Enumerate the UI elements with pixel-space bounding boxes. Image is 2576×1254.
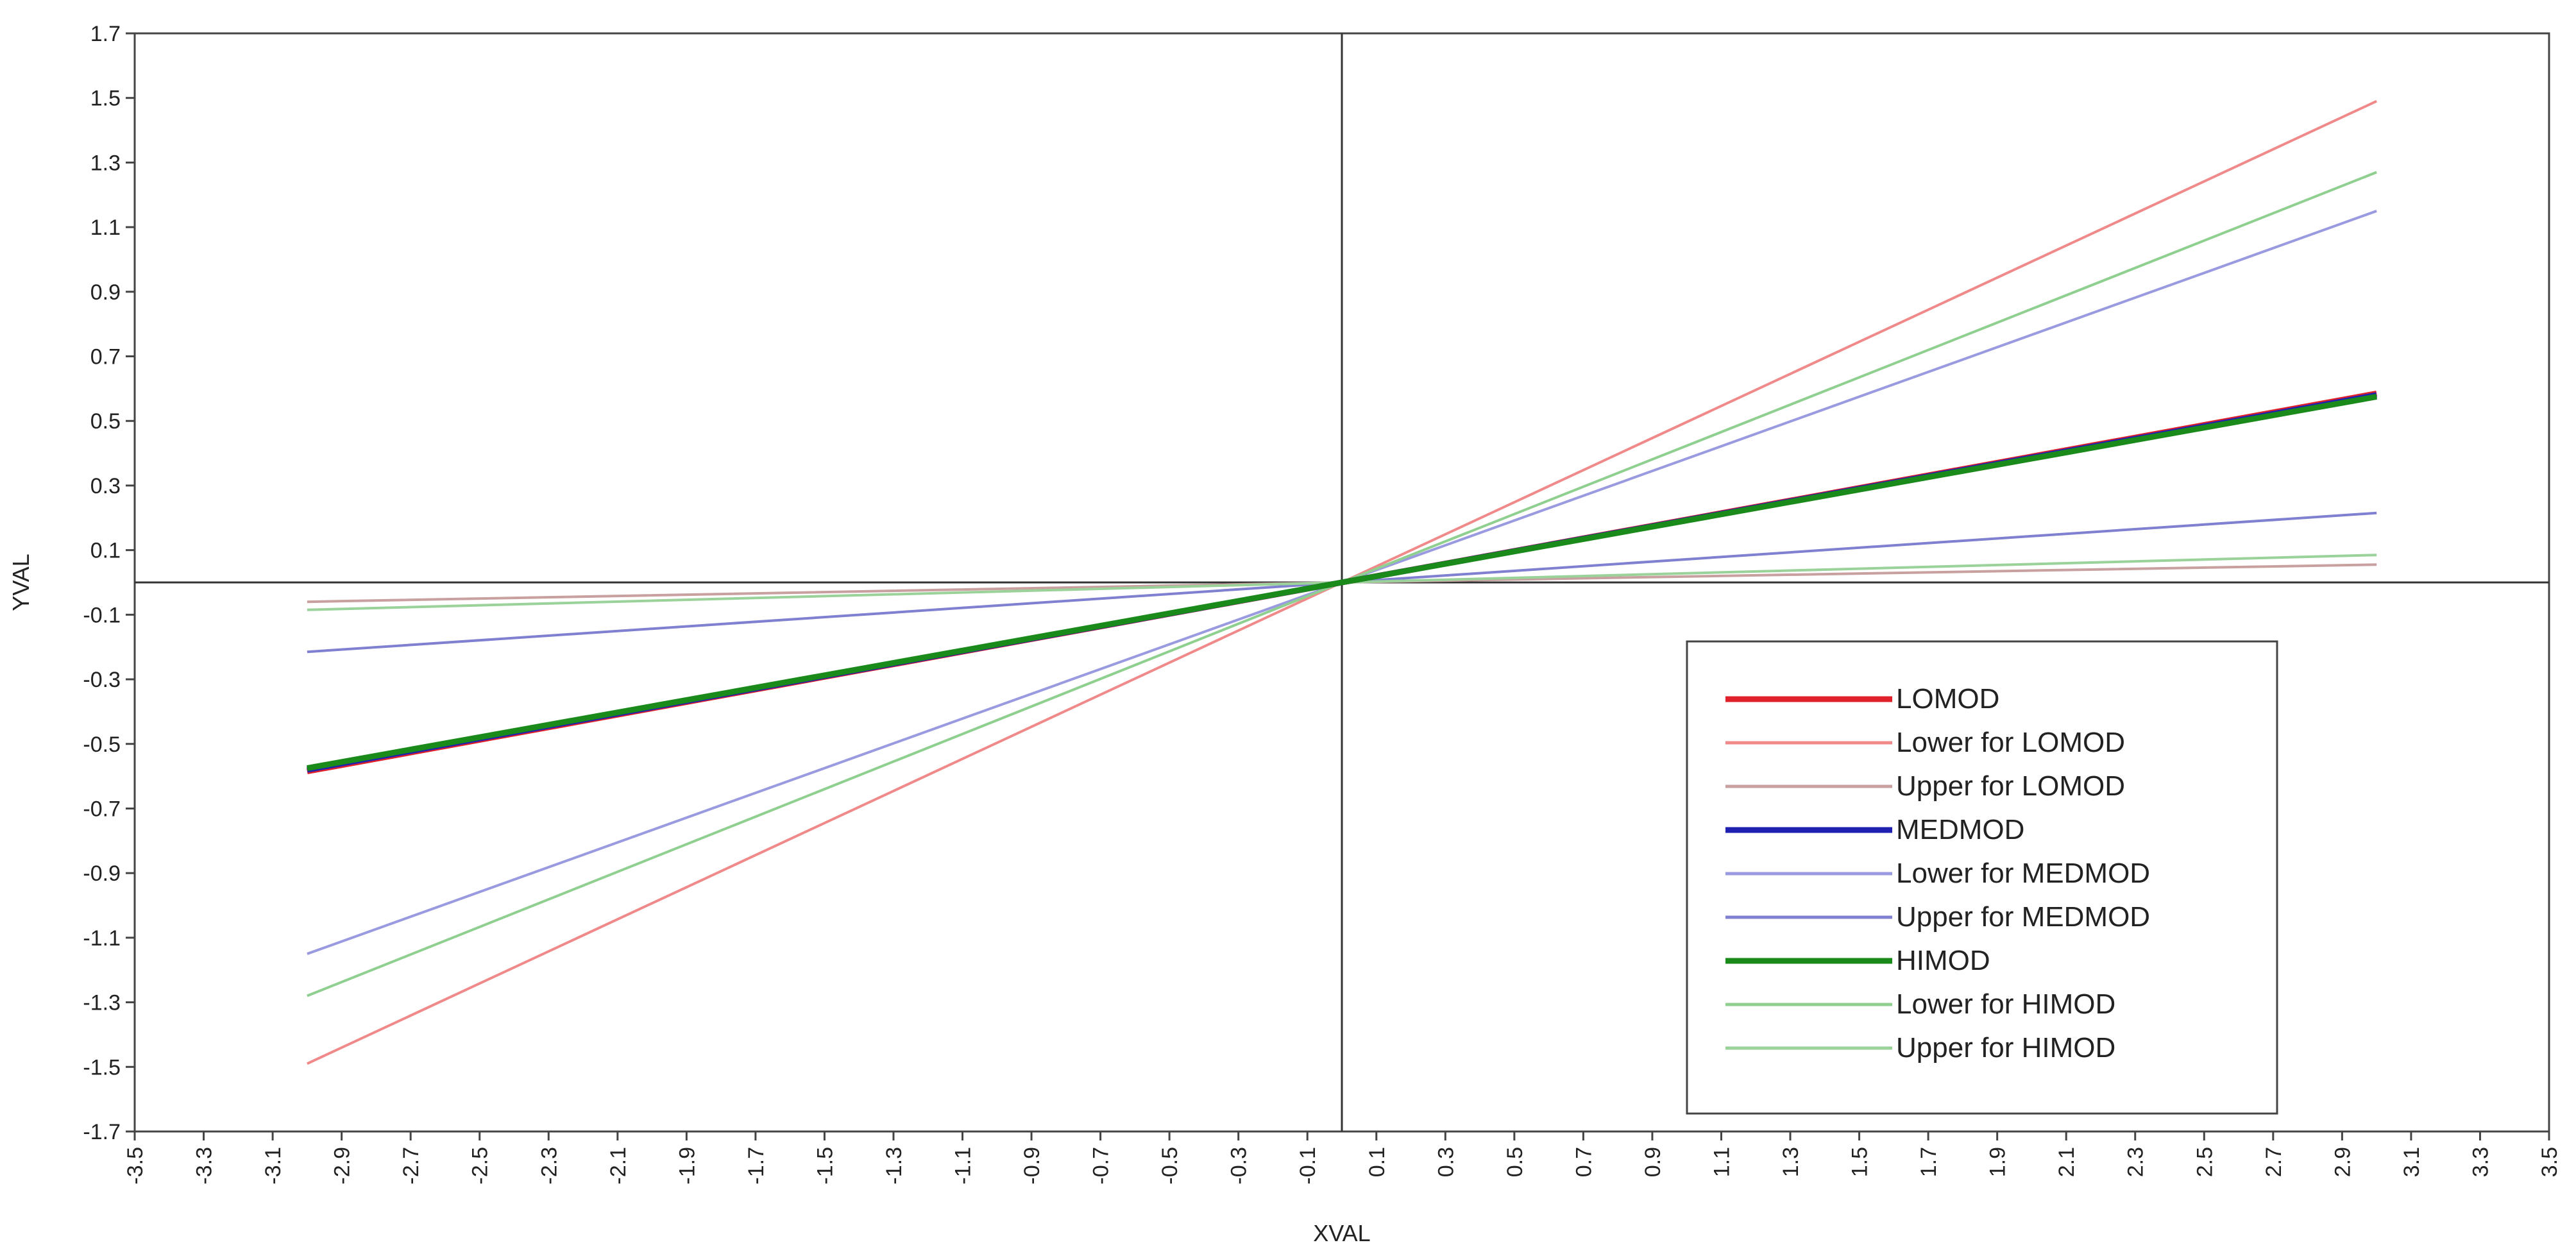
x-tick-label: -3.5 (123, 1147, 148, 1185)
legend: LOMOD Lower for LOMOD Upper for LOMOD MEDMO… (1686, 640, 2278, 1115)
x-tick-label: 0.5 (1503, 1147, 1527, 1177)
x-tick-label: 1.9 (1986, 1147, 2010, 1177)
legend-label: LOMOD (1896, 683, 1999, 715)
y-tick-label: 0.9 (90, 280, 121, 305)
x-tick-label: -1.9 (675, 1147, 699, 1185)
y-tick-label: 1.3 (90, 151, 121, 175)
y-tick-label: -0.5 (83, 733, 121, 757)
x-tick-label: 0.1 (1365, 1147, 1389, 1177)
x-tick-label: -0.9 (1020, 1147, 1044, 1185)
y-tick-label: -1.5 (83, 1055, 121, 1080)
legend-label: Upper for LOMOD (1896, 770, 2125, 802)
legend-label: Lower for HIMOD (1896, 988, 2115, 1020)
x-tick-label: 1.5 (1848, 1147, 1872, 1177)
y-tick-label: -1.3 (83, 991, 121, 1015)
x-tick-label: -2.9 (330, 1147, 355, 1185)
x-tick-label: 1.3 (1779, 1147, 1803, 1177)
x-tick-label: 1.1 (1709, 1147, 1734, 1177)
x-tick-label: -2.1 (606, 1147, 631, 1185)
x-tick-label: -0.5 (1158, 1147, 1182, 1185)
x-tick-label: -2.5 (468, 1147, 493, 1185)
series-layer (307, 99, 2377, 1065)
x-tick-label: 0.3 (1434, 1147, 1458, 1177)
y-tick-label: -0.3 (83, 668, 121, 692)
x-tick-label: -1.3 (882, 1147, 906, 1185)
series-line-himod (307, 394, 2377, 771)
x-tick-label: -2.3 (537, 1147, 561, 1185)
x-tick-label: -0.7 (1089, 1147, 1114, 1185)
x-tick-label: 1.7 (1917, 1147, 1941, 1177)
y-tick-label: -1.1 (83, 926, 121, 951)
x-tick-label: 2.7 (2262, 1147, 2286, 1177)
y-tick-label: -0.9 (83, 861, 121, 886)
legend-label: Lower for LOMOD (1896, 727, 2125, 758)
legend-label: MEDMOD (1896, 814, 2024, 845)
x-tick-label: -1.7 (744, 1147, 768, 1185)
x-axis: -3.5 -3.3 -3.1 -2.9 -2.7 -2.5 -2.3 -2.1 -1.9 -1.7… (123, 1131, 2562, 1185)
x-tick-label: -1.1 (951, 1147, 976, 1185)
x-tick-label: -0.3 (1227, 1147, 1251, 1185)
x-tick-label: 0.9 (1641, 1147, 1665, 1177)
legend-label: Upper for MEDMOD (1896, 901, 2150, 933)
y-tick-label: 0.7 (90, 345, 121, 369)
y-tick-label: 0.5 (90, 409, 121, 434)
x-tick-label: -2.7 (399, 1147, 423, 1185)
x-tick-label: 2.1 (2055, 1147, 2079, 1177)
x-tick-label: 0.7 (1572, 1147, 1596, 1177)
legend-label: HIMOD (1896, 945, 1990, 976)
legend-label: Lower for MEDMOD (1896, 858, 2150, 889)
y-tick-label: 1.7 (90, 22, 121, 46)
y-tick-label: -0.1 (83, 603, 121, 627)
y-tick-label: 0.1 (90, 539, 121, 563)
x-tick-label: 2.3 (2124, 1147, 2148, 1177)
x-axis-label: XVAL (1313, 1220, 1370, 1246)
x-tick-label: -0.1 (1296, 1147, 1320, 1185)
x-tick-label: 3.1 (2400, 1147, 2424, 1177)
y-tick-label: -0.7 (83, 797, 121, 821)
y-tick-label: 0.3 (90, 474, 121, 498)
y-axis-label: YVAL (8, 554, 34, 611)
y-tick-label: 1.1 (90, 216, 121, 240)
legend-label: Upper for HIMOD (1896, 1032, 2115, 1063)
x-tick-label: 2.9 (2330, 1147, 2355, 1177)
legend-box (1686, 640, 2278, 1115)
x-tick-label: -3.3 (192, 1147, 217, 1185)
x-tick-label: -1.5 (813, 1147, 837, 1185)
x-tick-label: 3.3 (2468, 1147, 2493, 1177)
y-axis: 1.7 1.5 1.3 1.1 0.9 0.7 0.5 0.3 0.1 -0.1 -0.3 -0.5 -… (83, 22, 135, 1144)
x-tick-label: -3.1 (261, 1147, 285, 1185)
y-tick-label: -1.7 (83, 1120, 121, 1144)
x-tick-label: 3.5 (2538, 1147, 2562, 1177)
x-tick-label: 2.5 (2192, 1147, 2217, 1177)
y-tick-label: 1.5 (90, 87, 121, 111)
